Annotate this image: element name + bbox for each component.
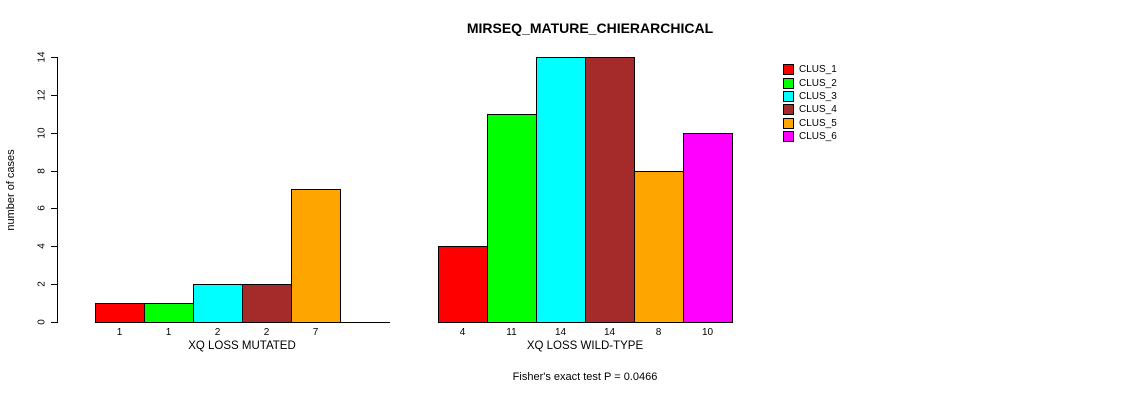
legend-entry: CLUS_2	[783, 76, 837, 89]
x-axis-baseline	[95, 322, 390, 323]
y-axis-tick-label: 2	[36, 281, 48, 287]
legend-color-swatch	[783, 104, 794, 116]
legend-label: CLUS_2	[799, 77, 837, 89]
bar-value-label: 10	[701, 327, 714, 338]
bar-value-label: 14	[603, 327, 616, 338]
legend-color-swatch	[783, 64, 794, 76]
legend-entry: CLUS_6	[783, 130, 837, 143]
y-axis-tick	[51, 322, 57, 323]
bar-value-label: 1	[165, 327, 172, 338]
y-axis-tick	[51, 95, 57, 96]
legend-entry: CLUS_5	[783, 117, 837, 130]
bar-clus_1	[438, 246, 488, 322]
y-axis-tick	[51, 246, 57, 247]
x-axis-baseline	[438, 322, 733, 323]
legend-color-swatch	[783, 131, 794, 143]
legend-color-swatch	[783, 90, 794, 102]
bar-value-label: 8	[655, 327, 662, 338]
y-axis-tick-label: 0	[36, 319, 48, 325]
legend-label: CLUS_5	[799, 117, 837, 129]
bar-clus_4	[585, 57, 635, 322]
bar-clus_5	[634, 171, 684, 322]
bar-value-label: 2	[263, 327, 270, 338]
bar-value-label: 11	[506, 327, 517, 338]
y-axis-tick-label: 14	[36, 51, 48, 63]
bar-clus_3	[193, 284, 243, 322]
y-axis-tick	[51, 171, 57, 172]
bar-value-label: 14	[554, 327, 567, 338]
y-axis-tick-label: 12	[36, 89, 48, 101]
legend-color-swatch	[783, 117, 794, 129]
chart-title: MIRSEQ_MATURE_CHIERARCHICAL	[466, 20, 714, 36]
y-axis-line	[57, 57, 58, 323]
legend: CLUS_1 CLUS_2 CLUS_3 CLUS_4 CLUS_5 CLUS_6	[783, 63, 837, 143]
legend-label: CLUS_1	[799, 64, 837, 76]
bar-clus_1	[95, 303, 145, 322]
legend-entry: CLUS_4	[783, 103, 837, 116]
bar-clus_3	[536, 57, 586, 322]
bar-clus_5	[291, 189, 341, 322]
x-axis-title: XQ LOSS WILD-TYPE	[526, 340, 644, 352]
bar-clus_2	[144, 303, 194, 322]
bar-value-label: 1	[116, 327, 123, 338]
y-axis-tick-label: 10	[36, 127, 48, 139]
y-axis-tick	[51, 57, 57, 58]
legend-label: CLUS_3	[799, 90, 837, 102]
y-axis-title: number of cases	[5, 149, 17, 231]
y-axis-tick-label: 6	[36, 205, 48, 211]
bar-clus_2	[487, 114, 537, 322]
bar-clus_4	[242, 284, 292, 322]
legend-label: CLUS_6	[799, 131, 837, 143]
legend-entry: CLUS_1	[783, 63, 837, 76]
y-axis-tick-label: 8	[36, 168, 48, 174]
x-axis-title: XQ LOSS MUTATED	[188, 340, 296, 352]
bar-value-label: 2	[214, 327, 221, 338]
y-axis-tick-label: 4	[36, 243, 48, 249]
y-axis-tick	[51, 133, 57, 134]
bar-value-label: 4	[459, 327, 466, 338]
bar-value-label: 7	[312, 327, 319, 338]
y-axis-tick	[51, 208, 57, 209]
y-axis-tick	[51, 284, 57, 285]
stat-annotation: Fisher's exact test P = 0.0466	[512, 371, 658, 383]
legend-entry: CLUS_3	[783, 90, 837, 103]
legend-color-swatch	[783, 77, 794, 89]
legend-label: CLUS_4	[799, 104, 837, 116]
bar-clus_6	[683, 133, 733, 322]
